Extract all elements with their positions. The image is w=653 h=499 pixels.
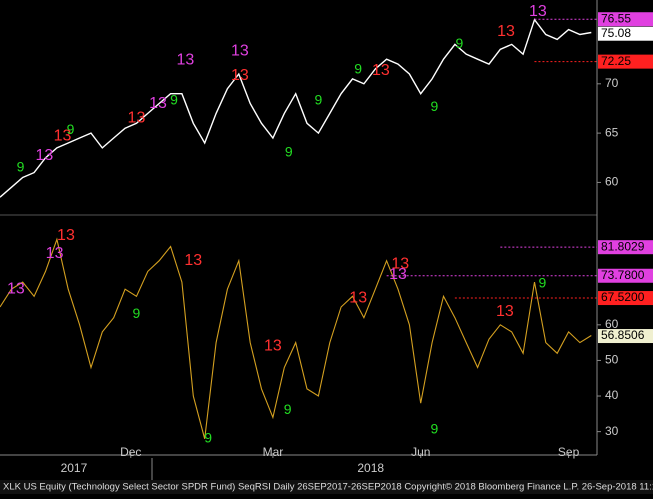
seq-count: 13 bbox=[529, 3, 547, 20]
x-tick-label: Dec bbox=[120, 445, 141, 459]
price-tag bbox=[598, 240, 653, 255]
y-tick-label: 60 bbox=[605, 317, 619, 331]
y-tick-label: 65 bbox=[605, 125, 619, 139]
seq-count: 13 bbox=[149, 95, 167, 112]
seq-count: 9 bbox=[315, 91, 323, 107]
price-tag bbox=[598, 329, 653, 344]
price-tag-label: 81.8029 bbox=[601, 239, 645, 253]
price-tag-label: 67.5200 bbox=[601, 290, 645, 304]
seq-count: 9 bbox=[67, 121, 75, 137]
seq-count: 13 bbox=[176, 51, 194, 68]
year-label: 2017 bbox=[61, 461, 88, 475]
price-tag-label: 76.55 bbox=[601, 11, 631, 25]
price-tag bbox=[598, 268, 653, 283]
footer: XLK US Equity (Technology Select Sector … bbox=[3, 482, 653, 493]
seq-count: 13 bbox=[497, 23, 515, 40]
price-tag bbox=[598, 26, 653, 41]
x-tick-label: Jun bbox=[411, 445, 430, 459]
seq-count: 13 bbox=[372, 62, 390, 79]
price-line bbox=[0, 237, 592, 439]
seq-count: 13 bbox=[46, 245, 64, 262]
price-tag bbox=[598, 12, 653, 27]
seq-count: 13 bbox=[54, 127, 72, 144]
price-tag bbox=[598, 291, 653, 306]
price-tag-label: 72.25 bbox=[601, 54, 631, 68]
seq-count: 9 bbox=[539, 275, 547, 291]
seq-count: 9 bbox=[17, 158, 25, 174]
seq-count: 13 bbox=[231, 67, 249, 84]
seq-count: 9 bbox=[430, 98, 438, 114]
y-tick-label: 30 bbox=[605, 424, 619, 438]
footer-bar bbox=[0, 480, 653, 494]
price-line bbox=[0, 18, 592, 198]
y-tick-label: 70 bbox=[605, 76, 619, 90]
seq-count: 9 bbox=[133, 305, 141, 321]
year-label: 2018 bbox=[357, 461, 384, 475]
seq-count: 13 bbox=[264, 337, 282, 354]
y-tick-label: 50 bbox=[605, 353, 619, 367]
seq-count: 13 bbox=[128, 110, 146, 127]
seq-count: 9 bbox=[456, 35, 464, 51]
seq-count: 13 bbox=[35, 147, 53, 164]
seq-count: 9 bbox=[285, 144, 293, 160]
price-tag bbox=[598, 54, 653, 69]
seq-count: 9 bbox=[430, 421, 438, 437]
seq-count: 9 bbox=[284, 401, 292, 417]
seq-count: 13 bbox=[389, 266, 407, 283]
seq-count: 13 bbox=[184, 252, 202, 269]
seq-count: 9 bbox=[354, 61, 362, 77]
seq-count: 13 bbox=[496, 303, 514, 320]
price-tag-label: 56.8506 bbox=[601, 328, 645, 342]
seq-count: 13 bbox=[231, 42, 249, 59]
price-tag-label: 75.08 bbox=[601, 26, 631, 40]
price-tag-label: 73.7800 bbox=[601, 268, 645, 282]
seq-count: 13 bbox=[391, 256, 409, 273]
x-tick-label: Mar bbox=[263, 445, 284, 459]
seq-count: 9 bbox=[170, 91, 178, 107]
seq-count: 13 bbox=[7, 280, 25, 297]
seq-count: 13 bbox=[57, 227, 75, 244]
seq-count: 9 bbox=[204, 429, 212, 445]
y-tick-label: 40 bbox=[605, 388, 619, 402]
y-tick-label: 60 bbox=[605, 175, 619, 189]
x-tick-label: Sep bbox=[558, 445, 580, 459]
seq-count: 13 bbox=[349, 289, 367, 306]
